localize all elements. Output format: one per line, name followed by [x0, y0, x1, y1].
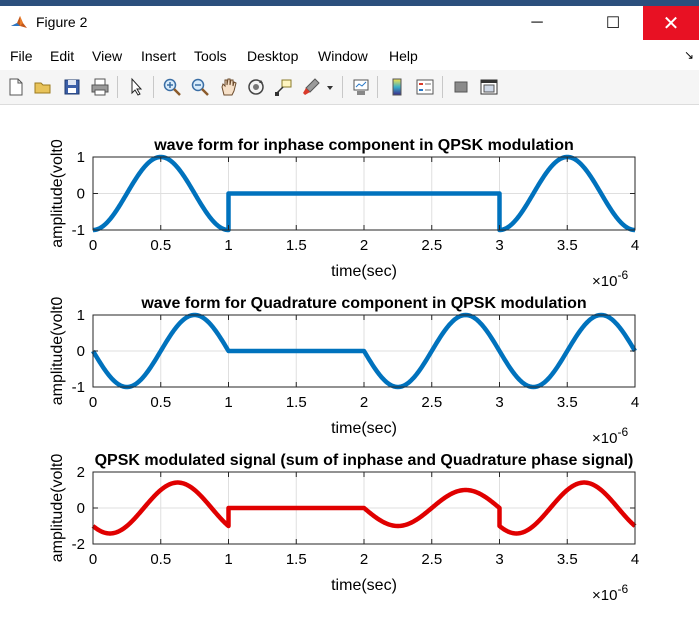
x-tick-label: 0 — [89, 394, 97, 411]
close-button[interactable]: ✕ — [643, 6, 699, 40]
menu-file[interactable]: File — [10, 48, 33, 64]
y-tick-label: -2 — [72, 536, 85, 553]
maximize-icon: ☐ — [605, 15, 621, 32]
menu-bar: File Edit View Insert Tools Desktop Wind… — [0, 42, 699, 70]
y-tick-label: -1 — [72, 379, 85, 396]
series-line — [91, 480, 637, 536]
x-tick-label: 0.5 — [150, 394, 171, 411]
close-icon: ✕ — [662, 12, 680, 35]
menu-dock-arrow-icon[interactable]: ↘ — [684, 48, 695, 62]
window-title: Figure 2 — [36, 14, 88, 30]
x-axis-label: time(sec) — [331, 577, 397, 594]
brush-icon[interactable] — [301, 77, 321, 97]
x-tick-label: 3 — [495, 394, 503, 411]
print-icon[interactable] — [90, 77, 110, 97]
y-tick-label: 0 — [77, 186, 85, 203]
x-tick-label: 4 — [631, 551, 639, 568]
chart-title: wave form for Quadrature component in QP… — [140, 295, 586, 312]
toolbar-separator — [377, 76, 378, 98]
menu-help[interactable]: Help — [389, 48, 418, 64]
hide-plot-tools-icon[interactable] — [451, 77, 471, 97]
x-tick-label: 1 — [224, 551, 232, 568]
x-tick-label: 3 — [495, 237, 503, 254]
x-tick-label: 1.5 — [286, 394, 307, 411]
zoom-out-icon[interactable] — [190, 77, 210, 97]
toolbar — [0, 70, 699, 105]
y-tick-label: 1 — [77, 149, 85, 166]
x-tick-label: 3.5 — [557, 551, 578, 568]
pointer-icon[interactable] — [127, 77, 147, 97]
x-tick-label: 3 — [495, 551, 503, 568]
y-tick-label: -1 — [72, 222, 85, 239]
toolbar-separator — [153, 76, 154, 98]
x-axis-label: time(sec) — [331, 420, 397, 437]
y-axis-label: amplitude(volt0 — [49, 454, 66, 563]
x-tick-label: 1 — [224, 394, 232, 411]
menu-edit[interactable]: Edit — [50, 48, 75, 64]
show-plot-tools-icon[interactable] — [479, 77, 499, 97]
data-cursor-icon[interactable] — [273, 77, 293, 97]
x-tick-label: 2 — [360, 394, 368, 411]
x-tick-label: 1.5 — [286, 551, 307, 568]
x-tick-label: 2.5 — [421, 237, 442, 254]
x-tick-label: 1 — [224, 237, 232, 254]
minimize-icon: ─ — [531, 14, 543, 31]
background-window-strip — [0, 0, 699, 6]
zoom-in-icon[interactable] — [162, 77, 182, 97]
maximize-button[interactable]: ☐ — [590, 6, 636, 40]
toolbar-separator — [117, 76, 118, 98]
x-tick-label: 2 — [360, 551, 368, 568]
x-tick-label: 0.5 — [150, 237, 171, 254]
x-tick-label: 0.5 — [150, 551, 171, 568]
x-tick-label: 0 — [89, 551, 97, 568]
x-axis-exponent: ×10-6 — [592, 425, 628, 447]
x-tick-label: 3.5 — [557, 237, 578, 254]
menu-view[interactable]: View — [92, 48, 123, 64]
series-line — [91, 312, 637, 390]
x-axis-label: time(sec) — [331, 263, 397, 280]
rotate-3d-icon[interactable] — [246, 77, 266, 97]
x-axis-exponent: ×10-6 — [592, 268, 628, 290]
figure-canvas: 0 0.5 1 1.5 2 2.5 3 3.5 4 1 0 -1 wave form for inpha… — [0, 105, 699, 637]
y-axis-label: amplitude(volt0 — [49, 297, 66, 406]
toolbar-separator — [342, 76, 343, 98]
x-tick-label: 0 — [89, 237, 97, 254]
y-tick-label: 2 — [77, 464, 85, 481]
x-tick-label: 4 — [631, 237, 639, 254]
menu-tools[interactable]: Tools — [194, 48, 227, 64]
y-tick-label: 0 — [77, 500, 85, 517]
y-tick-label: 0 — [77, 343, 85, 360]
x-axis-exponent: ×10-6 — [592, 582, 628, 604]
x-tick-label: 2.5 — [421, 394, 442, 411]
x-tick-label: 1.5 — [286, 237, 307, 254]
new-figure-icon[interactable] — [6, 77, 26, 97]
x-tick-label: 2 — [360, 237, 368, 254]
open-file-icon[interactable] — [33, 77, 53, 97]
menu-window[interactable]: Window — [318, 48, 368, 64]
y-axis-label: amplitude(volt0 — [49, 139, 66, 248]
colorbar-icon[interactable] — [387, 77, 407, 97]
toolbar-separator — [442, 76, 443, 98]
save-icon[interactable] — [62, 77, 82, 97]
matlab-logo-icon — [11, 16, 27, 28]
chart-title: wave form for inphase component in QPSK … — [153, 137, 574, 154]
x-tick-label: 3.5 — [557, 394, 578, 411]
menu-desktop[interactable]: Desktop — [247, 48, 299, 64]
x-tick-label: 2.5 — [421, 551, 442, 568]
y-tick-label: 1 — [77, 307, 85, 324]
menu-insert[interactable]: Insert — [141, 48, 177, 64]
legend-icon[interactable] — [415, 77, 435, 97]
minimize-button[interactable]: ─ — [514, 6, 560, 40]
link-plot-icon[interactable] — [351, 77, 371, 97]
pan-icon[interactable] — [218, 77, 238, 97]
chart-title: QPSK modulated signal (sum of inphase an… — [95, 452, 634, 469]
title-bar: Figure 2 ─ ☐ ✕ — [0, 6, 699, 40]
x-tick-label: 4 — [631, 394, 639, 411]
brush-dropdown-icon[interactable] — [324, 77, 336, 97]
